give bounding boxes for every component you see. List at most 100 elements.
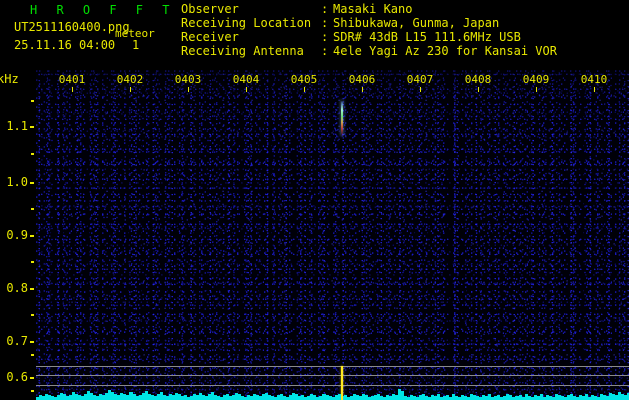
waveform-bar [271, 396, 275, 400]
y-axis-minor-tick [31, 354, 34, 356]
waveform-bar [66, 396, 70, 400]
waveform-bar [322, 394, 326, 400]
reference-line [36, 375, 629, 376]
waveform-bar [153, 396, 157, 400]
waveform-bar [225, 394, 229, 400]
waveform-bar [229, 396, 233, 400]
waveform-bar [361, 394, 365, 400]
waveform-bar [382, 397, 386, 400]
y-axis-tick-mark [30, 235, 34, 237]
waveform-bar [542, 397, 546, 400]
metadata-value: Masaki Kano [333, 2, 413, 16]
waveform-bar [415, 397, 419, 400]
waveform-bar [265, 393, 269, 400]
waveform-bar [96, 396, 100, 400]
waveform-bar [144, 391, 148, 400]
waveform-bar [370, 396, 374, 400]
waveform-bar [84, 394, 88, 400]
waveform-bar [388, 396, 392, 400]
x-axis-tick-mark [188, 87, 189, 92]
waveform-bar [232, 395, 236, 400]
y-axis-minor-tick [31, 314, 34, 316]
waveform-bar [515, 396, 519, 400]
waveform-bar [524, 394, 528, 400]
metadata-value: 4ele Yagi Az 230 for Kansai VOR [333, 44, 557, 58]
waveform-bar [446, 395, 450, 400]
waveform-bar [575, 397, 579, 400]
waveform-bar [78, 395, 82, 400]
waveform-bar [458, 397, 462, 400]
x-axis-tick-mark [594, 87, 595, 92]
metadata-colon: : [321, 44, 329, 58]
waveform-bar [497, 395, 501, 400]
waveform-bar [108, 390, 112, 400]
waveform-bar [99, 394, 103, 400]
waveform-bar [331, 397, 335, 400]
x-axis-tick-label: 0401 [58, 73, 86, 86]
waveform-bar [560, 396, 564, 400]
waveform-bar [473, 395, 477, 400]
waveform-bar [554, 394, 558, 400]
metadata-table: Observer: Masaki Kano Receiving Location: S… [181, 2, 557, 58]
waveform-bar [244, 397, 248, 400]
waveform-bar [557, 395, 561, 400]
vertical-burst-trace [341, 366, 343, 400]
waveform-bar [569, 394, 573, 400]
waveform-bar [313, 395, 317, 400]
waveform-bar [247, 395, 251, 400]
x-axis-tick-label: 0402 [116, 73, 144, 86]
waveform-bar [627, 393, 629, 400]
waveform-bar [262, 394, 266, 400]
waveform-bar [409, 395, 413, 400]
waveform-bar [301, 395, 305, 400]
waveform-bar [449, 397, 453, 400]
waveform-bar [391, 394, 395, 400]
waveform-bar [189, 396, 193, 400]
waveform-bar [48, 395, 52, 400]
waveform-bar [551, 397, 555, 400]
x-axis-tick-mark [478, 87, 479, 92]
y-axis-minor-tick [31, 261, 34, 263]
waveform-bar [316, 397, 320, 400]
waveform-bar [605, 396, 609, 400]
waveform-bar [171, 395, 175, 400]
waveform-bar [75, 394, 79, 400]
metadata-row: Receiver: SDR# 43dB L15 111.6MHz USB [181, 30, 557, 44]
metadata-colon: : [321, 16, 329, 30]
waveform-bar [412, 396, 416, 400]
waveform-bar [624, 395, 628, 400]
waveform-bar [536, 396, 540, 400]
waveform-bar [147, 394, 151, 400]
waveform-bar [219, 397, 223, 400]
waveform-bar [39, 395, 43, 400]
noise-layer-d [36, 70, 629, 400]
y-axis-tick-mark [30, 182, 34, 184]
waveform-bar [256, 395, 260, 400]
waveform-bar [54, 397, 58, 400]
waveform-bar [310, 394, 314, 400]
x-axis-tick-mark [420, 87, 421, 92]
waveform-bar [168, 394, 172, 400]
waveform-bar [527, 396, 531, 400]
waveform-bar [618, 392, 622, 400]
y-axis-minor-tick [31, 153, 34, 155]
waveform-bar [590, 395, 594, 400]
waveform-bar [349, 396, 353, 400]
waveform-bar [159, 392, 163, 400]
waveform-bar [545, 395, 549, 400]
metadata-key: Receiving Antenna [181, 44, 304, 58]
waveform-bar [135, 396, 139, 400]
metadata-row: Receiving Antenna:4ele Yagi Az 230 for K… [181, 44, 557, 58]
metadata-colon: : [321, 30, 329, 44]
waveform-bar [156, 394, 160, 400]
waveform-bar [111, 392, 115, 400]
x-axis-tick-label: 0406 [348, 73, 376, 86]
waveform-bar [102, 395, 106, 400]
waveform-bar [325, 395, 329, 400]
waveform-bar [578, 395, 582, 400]
y-axis-tick-label: 0.9 [6, 228, 28, 242]
x-axis-tick-label: 0407 [406, 73, 434, 86]
x-axis-tick-mark [304, 87, 305, 92]
waveform-bar [120, 393, 124, 400]
waveform-bar [400, 391, 404, 400]
